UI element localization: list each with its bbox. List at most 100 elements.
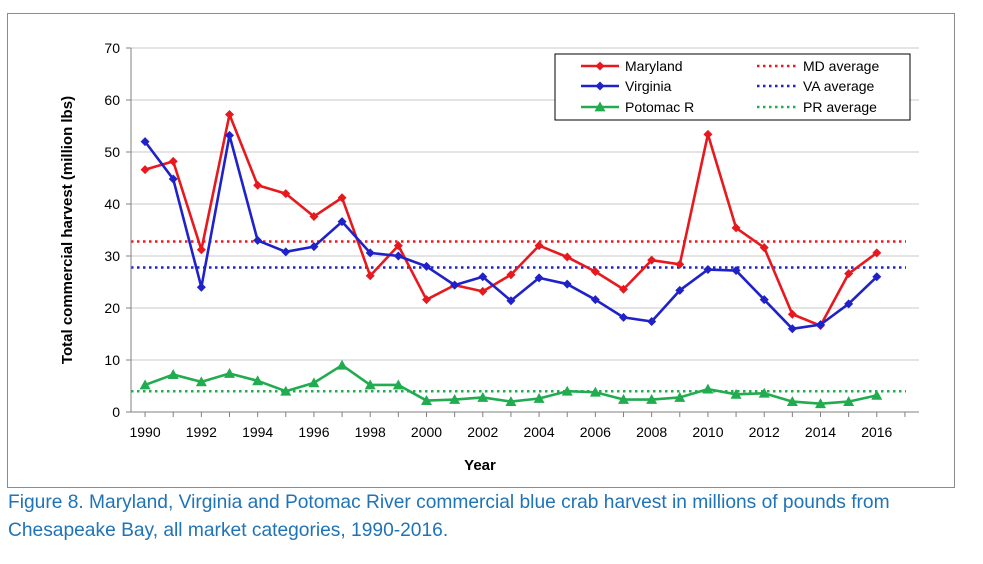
data-point-potomac-r (786, 396, 798, 406)
data-point-maryland (365, 271, 375, 281)
data-point-potomac-r (477, 391, 489, 402)
data-point-maryland (759, 243, 769, 253)
series-lines (139, 110, 883, 409)
data-point-virginia (337, 217, 347, 227)
data-point-virginia (253, 235, 263, 245)
data-point-potomac-r (139, 379, 151, 390)
x-tick-label: 2004 (523, 424, 554, 440)
data-point-virginia (872, 272, 882, 282)
data-point-potomac-r (421, 395, 432, 405)
data-point-potomac-r (618, 394, 629, 404)
data-point-potomac-r (449, 394, 461, 404)
data-point-potomac-r (364, 379, 376, 390)
data-point-maryland (675, 259, 685, 269)
data-point-maryland (590, 267, 600, 277)
legend-label: VA average (803, 78, 875, 94)
data-point-maryland (506, 270, 516, 280)
data-point-virginia (225, 130, 234, 140)
x-tick-label: 2006 (580, 424, 611, 440)
legend: Maryland Virginia Potomac R MD average VA av… (554, 53, 911, 121)
data-point-potomac-r (871, 389, 883, 400)
data-point-virginia (787, 324, 797, 334)
data-point-maryland (731, 223, 741, 233)
y-axis-title: Total commercial harvest (million lbs) (59, 96, 76, 364)
x-tick-label: 1996 (298, 424, 329, 440)
data-point-maryland (619, 284, 628, 294)
line-chart: 0 10 20 30 40 50 60 70 1990 1992 1994 1996 1998 2000 2… (59, 40, 919, 474)
data-point-maryland (534, 241, 544, 251)
data-point-maryland (253, 180, 263, 190)
legend-label: Virginia (625, 78, 672, 94)
data-point-virginia (281, 247, 291, 257)
data-point-potomac-r (167, 369, 179, 379)
chart-frame (7, 13, 955, 488)
data-point-virginia (140, 137, 150, 147)
data-point-potomac-r (280, 385, 292, 396)
x-tick-label: 1998 (355, 424, 386, 440)
y-tick-label: 60 (104, 92, 120, 108)
data-point-maryland (844, 269, 854, 279)
data-point-maryland (647, 255, 657, 265)
data-point-virginia (534, 273, 544, 283)
figure-caption: Figure 8. Maryland, Virginia and Potomac… (8, 492, 890, 541)
data-point-potomac-r (195, 376, 207, 387)
legend-label: Potomac R (625, 99, 694, 115)
data-point-virginia (816, 320, 825, 330)
data-point-potomac-r (674, 391, 686, 402)
data-point-maryland (478, 286, 488, 296)
grid-lines (131, 47, 919, 361)
average-lines (131, 240, 906, 393)
y-tick-label: 70 (104, 40, 120, 56)
data-point-maryland (281, 189, 291, 199)
data-point-potomac-r (815, 398, 826, 409)
data-point-maryland (422, 295, 431, 305)
data-point-virginia (478, 272, 488, 282)
y-tick-label: 40 (104, 196, 120, 212)
data-point-virginia (647, 317, 657, 327)
data-point-virginia (393, 251, 403, 261)
data-point-potomac-r (561, 385, 573, 396)
y-tick-label: 10 (104, 352, 120, 368)
x-tick-label: 2012 (749, 424, 780, 440)
data-point-maryland (393, 241, 403, 251)
data-point-virginia (731, 266, 741, 276)
legend-swatch-marker (594, 101, 606, 112)
x-tick-label: 1994 (242, 424, 273, 440)
data-point-maryland (787, 309, 797, 319)
data-point-potomac-r (646, 394, 658, 404)
y-tick-label: 20 (104, 300, 120, 316)
data-point-maryland (168, 156, 178, 166)
data-point-virginia (562, 279, 572, 289)
data-point-potomac-r (533, 392, 545, 403)
data-point-virginia (309, 242, 319, 252)
data-point-potomac-r (843, 396, 855, 406)
data-point-potomac-r (224, 368, 235, 378)
data-point-potomac-r (308, 377, 320, 388)
series-line-maryland (144, 113, 878, 327)
y-tick-label: 30 (104, 248, 120, 264)
data-point-potomac-r (336, 359, 348, 370)
data-point-virginia (590, 295, 600, 305)
data-point-virginia (450, 280, 460, 290)
data-point-potomac-r (392, 379, 404, 390)
data-point-maryland (196, 245, 206, 255)
data-point-maryland (337, 193, 347, 203)
x-tick-label: 2002 (467, 424, 498, 440)
data-point-potomac-r (505, 396, 517, 406)
legend-label: PR average (803, 99, 877, 115)
axes: 0 10 20 30 40 50 60 70 1990 1992 1994 1996 1998 2000 2… (59, 40, 919, 474)
legend-label: Maryland (625, 58, 683, 74)
data-point-potomac-r (252, 375, 264, 386)
x-tick-label: 1990 (129, 424, 160, 440)
data-point-virginia (844, 299, 854, 309)
data-point-maryland (703, 129, 713, 139)
data-point-potomac-r (758, 387, 770, 398)
data-point-virginia (675, 285, 685, 295)
x-tick-label: 2008 (636, 424, 667, 440)
data-point-virginia (196, 282, 206, 292)
data-point-virginia (703, 265, 713, 275)
data-point-maryland (140, 165, 150, 175)
legend-label: MD average (803, 58, 879, 74)
data-point-virginia (365, 248, 375, 258)
legend-swatch-marker (595, 81, 605, 91)
